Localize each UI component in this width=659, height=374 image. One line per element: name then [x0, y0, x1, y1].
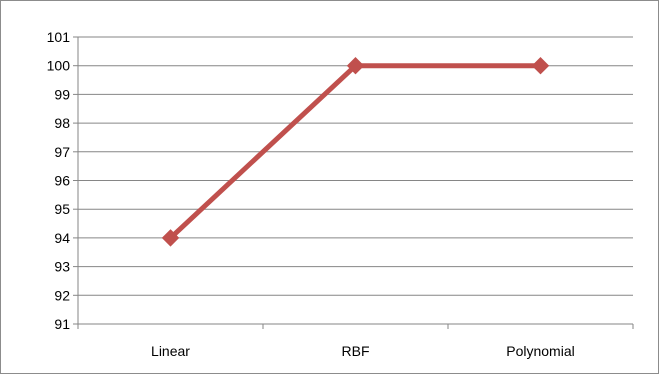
x-tick-label: Linear	[151, 343, 190, 359]
y-tick-label: 101	[47, 29, 71, 45]
y-tick-label: 100	[47, 58, 71, 74]
x-axis: Linear RBF Polynomial	[77, 324, 634, 359]
data-point	[161, 229, 180, 247]
y-tick-label: 93	[54, 259, 70, 275]
y-tick-label: 96	[54, 173, 70, 189]
y-tick-label: 99	[54, 86, 70, 102]
y-tick-label: 98	[54, 115, 70, 131]
y-axis: 91 92 93 94 95 96 97 98 99 100 101	[47, 29, 79, 332]
data-point	[531, 56, 550, 75]
series-layer	[161, 56, 550, 247]
gridlines	[78, 36, 633, 325]
y-tick-label: 95	[54, 201, 70, 217]
data-point	[346, 56, 365, 75]
x-tick-label: Polynomial	[506, 343, 574, 359]
y-tick-label: 94	[54, 230, 70, 246]
y-tick-label: 92	[54, 287, 70, 303]
y-tick-label: 97	[54, 144, 70, 160]
y-tick-label: 91	[54, 316, 70, 332]
x-tick-label: RBF	[342, 343, 370, 359]
